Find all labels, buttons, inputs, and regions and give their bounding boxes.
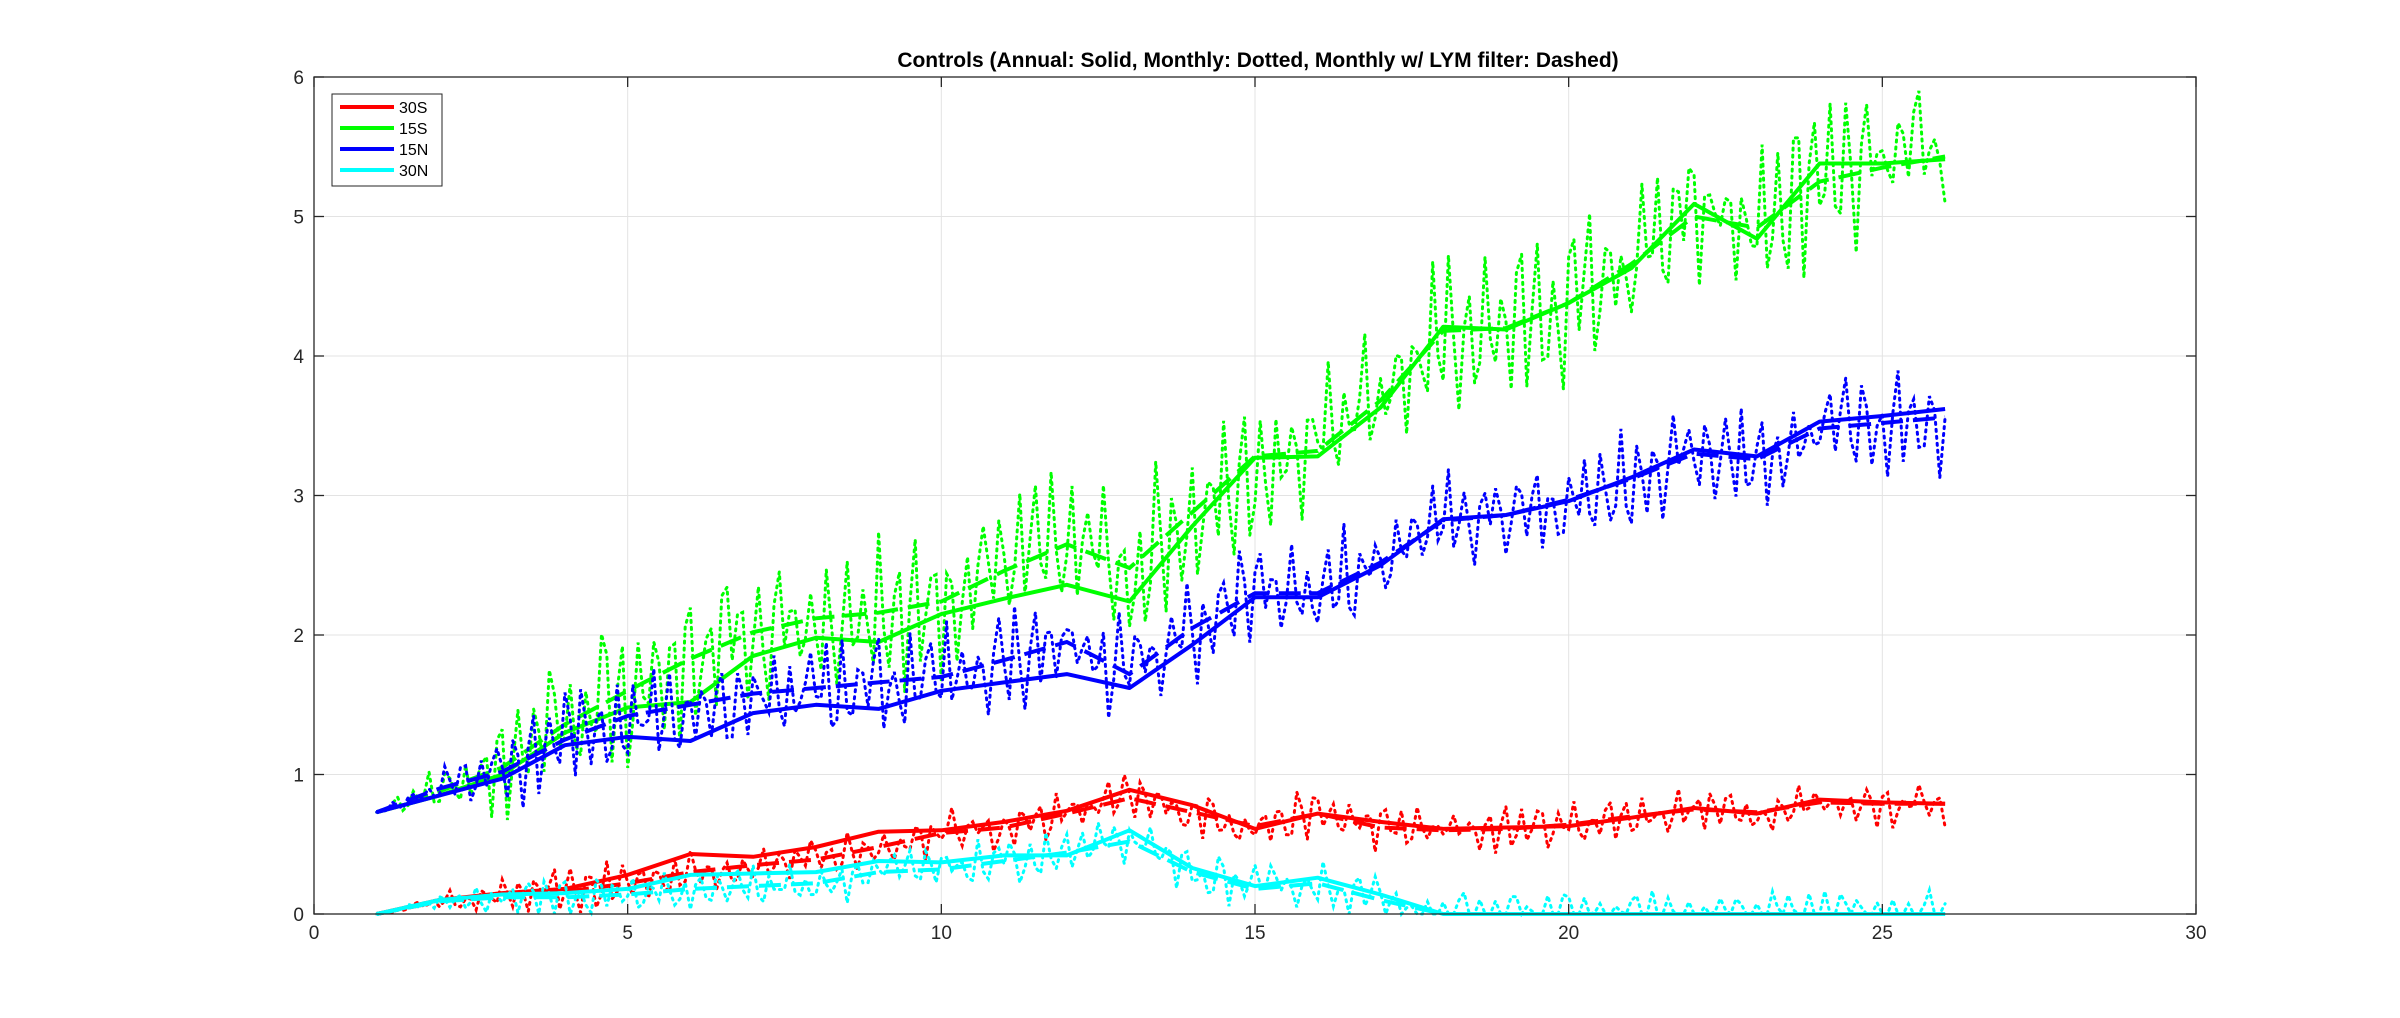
y-tick-label: 3	[293, 487, 304, 508]
legend-label-30S: 30S	[399, 100, 427, 117]
series-30S	[375, 774, 1947, 916]
x-tick-label: 10	[931, 923, 952, 944]
legend-label-30N: 30N	[399, 163, 428, 180]
chart-title: Controls (Annual: Solid, Monthly: Dotted…	[897, 49, 1618, 72]
x-tick-label: 0	[309, 923, 320, 944]
x-tick-label: 5	[622, 923, 633, 944]
monthly-line-30N	[375, 821, 1947, 920]
series-15S	[375, 90, 1947, 821]
legend: 30S 15S 15N 30N	[331, 93, 443, 187]
filtered-line-15N	[375, 415, 1946, 815]
y-tick-label: 4	[293, 347, 304, 368]
monthly-line-15S	[375, 90, 1947, 821]
annual-line-15N	[376, 407, 1946, 815]
legend-label-15S: 15S	[399, 121, 427, 138]
annual-line-30S	[376, 787, 1946, 916]
grid-lines	[314, 77, 2196, 914]
y-tick-label: 0	[293, 905, 304, 926]
x-tick-label: 15	[1244, 923, 1265, 944]
filtered-line-15S	[376, 154, 1946, 815]
annual-line-15S	[376, 157, 1946, 815]
x-tick-label: 20	[1558, 923, 1579, 944]
x-tick-label: 25	[1872, 923, 1893, 944]
x-tick-label: 30	[2185, 923, 2206, 944]
series-15N	[375, 370, 1947, 815]
y-tick-label: 2	[293, 626, 304, 647]
axis-ticks: 0 5 10 15 20 25 30 0 1 2 3 4 5 6	[293, 68, 2206, 944]
y-tick-label: 6	[293, 68, 304, 89]
monthly-line-15N	[375, 370, 1947, 814]
monthly-line-30S	[375, 774, 1947, 916]
y-tick-label: 5	[293, 208, 304, 229]
legend-label-15N: 15N	[399, 142, 428, 159]
y-tick-label: 1	[293, 766, 304, 787]
